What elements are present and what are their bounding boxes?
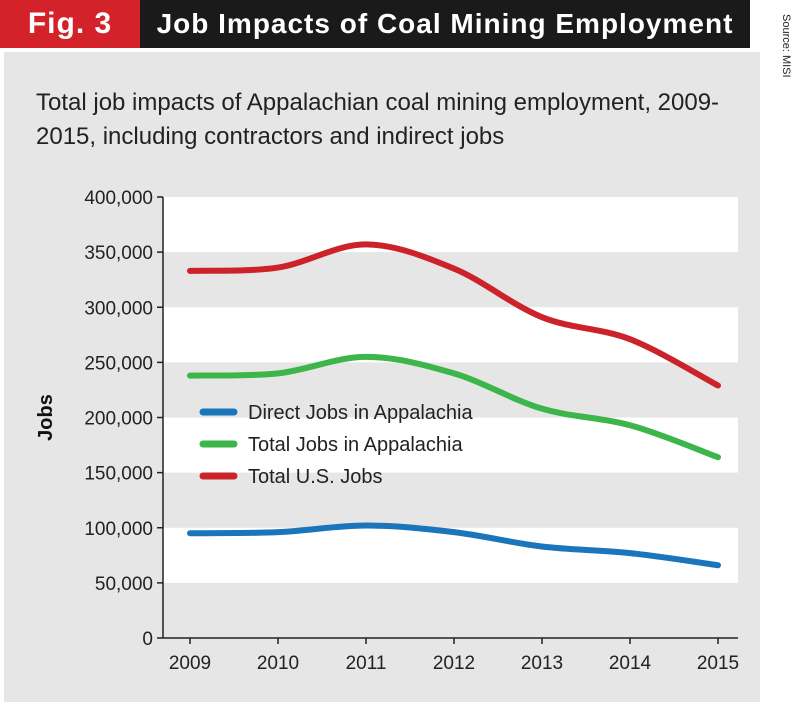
legend-total-appalachia-label: Total Jobs in Appalachia: [248, 434, 463, 456]
figure-title: Job Impacts of Coal Mining Employment: [140, 0, 750, 48]
x-tick-label: 2011: [346, 653, 387, 674]
series-line-direct-jobs: [187, 522, 721, 569]
figure-number-tag: Fig. 3: [0, 0, 140, 48]
y-tick-label: 100,000: [84, 519, 153, 540]
y-tick-label: 250,000: [84, 353, 153, 374]
source-note: Source: MISI: [780, 14, 792, 78]
chart-subtitle: Total job impacts of Appalachian coal mi…: [36, 89, 720, 150]
y-tick-label: 150,000: [84, 464, 153, 485]
legend-total-us-label: Total U.S. Jobs: [248, 466, 383, 488]
x-tick-label: 2010: [257, 653, 299, 674]
grid-band: [163, 197, 738, 253]
x-tick-label: 2012: [433, 653, 475, 674]
y-tick-label: 400,000: [84, 188, 153, 209]
series-line-total-appalachia: [187, 353, 721, 461]
y-axis-title: Jobs: [35, 394, 57, 441]
grid-band: [163, 307, 738, 363]
y-tick-label: 350,000: [84, 243, 153, 264]
y-tick-label: 200,000: [84, 409, 153, 430]
x-tick-label: 2014: [609, 653, 652, 674]
y-tick-label: 300,000: [84, 298, 153, 319]
legend-direct-jobs-label: Direct Jobs in Appalachia: [248, 402, 473, 424]
x-tick-label: 2015: [697, 653, 739, 674]
y-tick-label: 0: [142, 629, 153, 650]
y-tick-label: 50,000: [95, 574, 153, 595]
figure-header: Fig. 3 Job Impacts of Coal Mining Employ…: [0, 0, 800, 48]
x-tick-label: 2013: [521, 653, 563, 674]
chart-panel: [4, 52, 760, 702]
series-line-total-us: [187, 241, 721, 389]
x-tick-label: 2009: [169, 653, 211, 674]
